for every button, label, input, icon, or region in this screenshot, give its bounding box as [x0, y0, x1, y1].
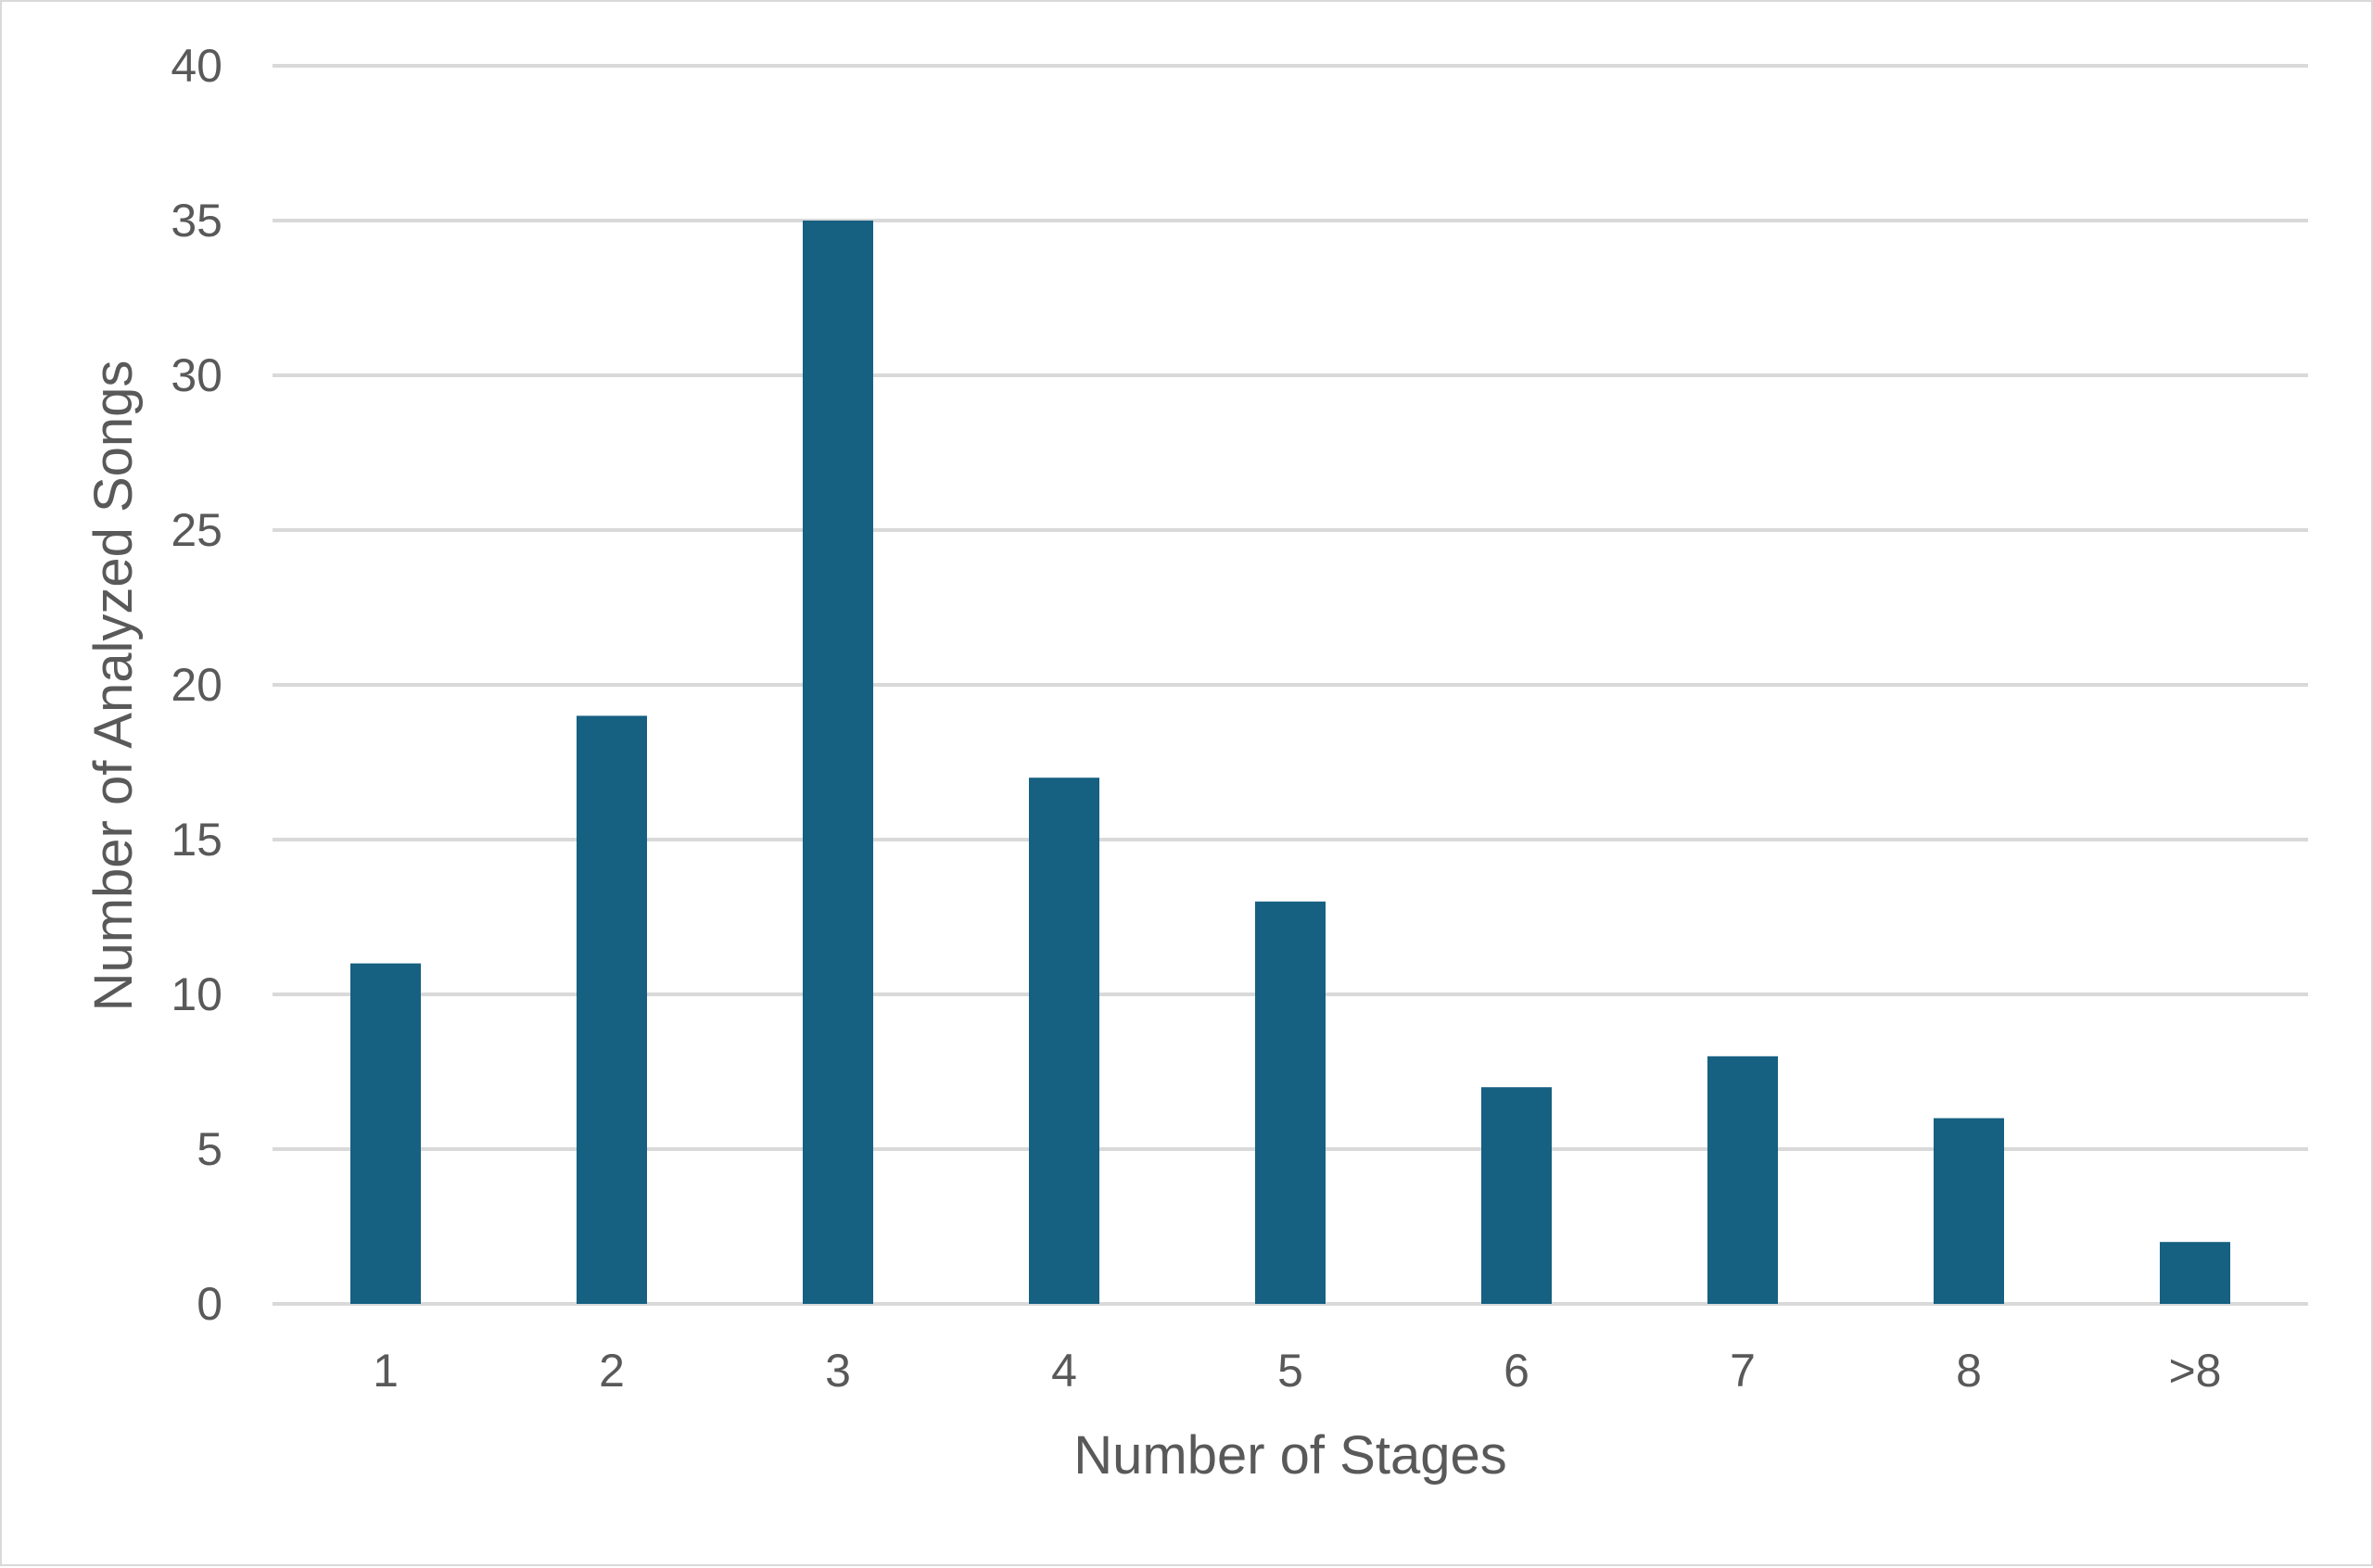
y-tick-label: 25 — [171, 504, 222, 556]
x-tick-label: 3 — [825, 1345, 851, 1397]
y-tick-label: 40 — [171, 40, 222, 92]
bar->8 — [2160, 1242, 2230, 1304]
x-axis-tick-labels: 1 2 3 4 5 6 7 8 >8 — [373, 1345, 2221, 1397]
bar-7 — [1707, 1056, 1778, 1304]
x-tick-label: 1 — [373, 1345, 399, 1397]
x-tick-label: >8 — [2168, 1345, 2221, 1397]
y-tick-label: 5 — [197, 1123, 222, 1175]
bar-8 — [1934, 1118, 2004, 1304]
bar-4 — [1029, 778, 1099, 1304]
x-tick-label: 6 — [1504, 1345, 1529, 1397]
y-axis-title: Number of Analyzed Songs — [83, 360, 144, 1012]
y-tick-label: 35 — [171, 195, 222, 247]
y-tick-label: 30 — [171, 349, 222, 401]
x-axis-title: Number of Stages — [1073, 1425, 1506, 1486]
bar-5 — [1255, 901, 1326, 1304]
y-tick-label: 10 — [171, 968, 222, 1020]
bar-2 — [577, 715, 647, 1304]
y-tick-label: 20 — [171, 659, 222, 711]
x-tick-label: 5 — [1277, 1345, 1303, 1397]
y-tick-label: 0 — [197, 1278, 222, 1330]
bar-6 — [1481, 1087, 1552, 1304]
y-tick-label: 15 — [171, 814, 222, 866]
bar-1 — [350, 963, 421, 1304]
bars — [350, 221, 2230, 1304]
bar-3 — [803, 221, 873, 1304]
x-tick-label: 2 — [599, 1345, 625, 1397]
x-tick-label: 8 — [1956, 1345, 1982, 1397]
x-tick-label: 4 — [1051, 1345, 1077, 1397]
x-tick-label: 7 — [1730, 1345, 1756, 1397]
y-axis-tick-labels: 0 5 10 15 20 25 30 35 40 — [171, 40, 222, 1330]
